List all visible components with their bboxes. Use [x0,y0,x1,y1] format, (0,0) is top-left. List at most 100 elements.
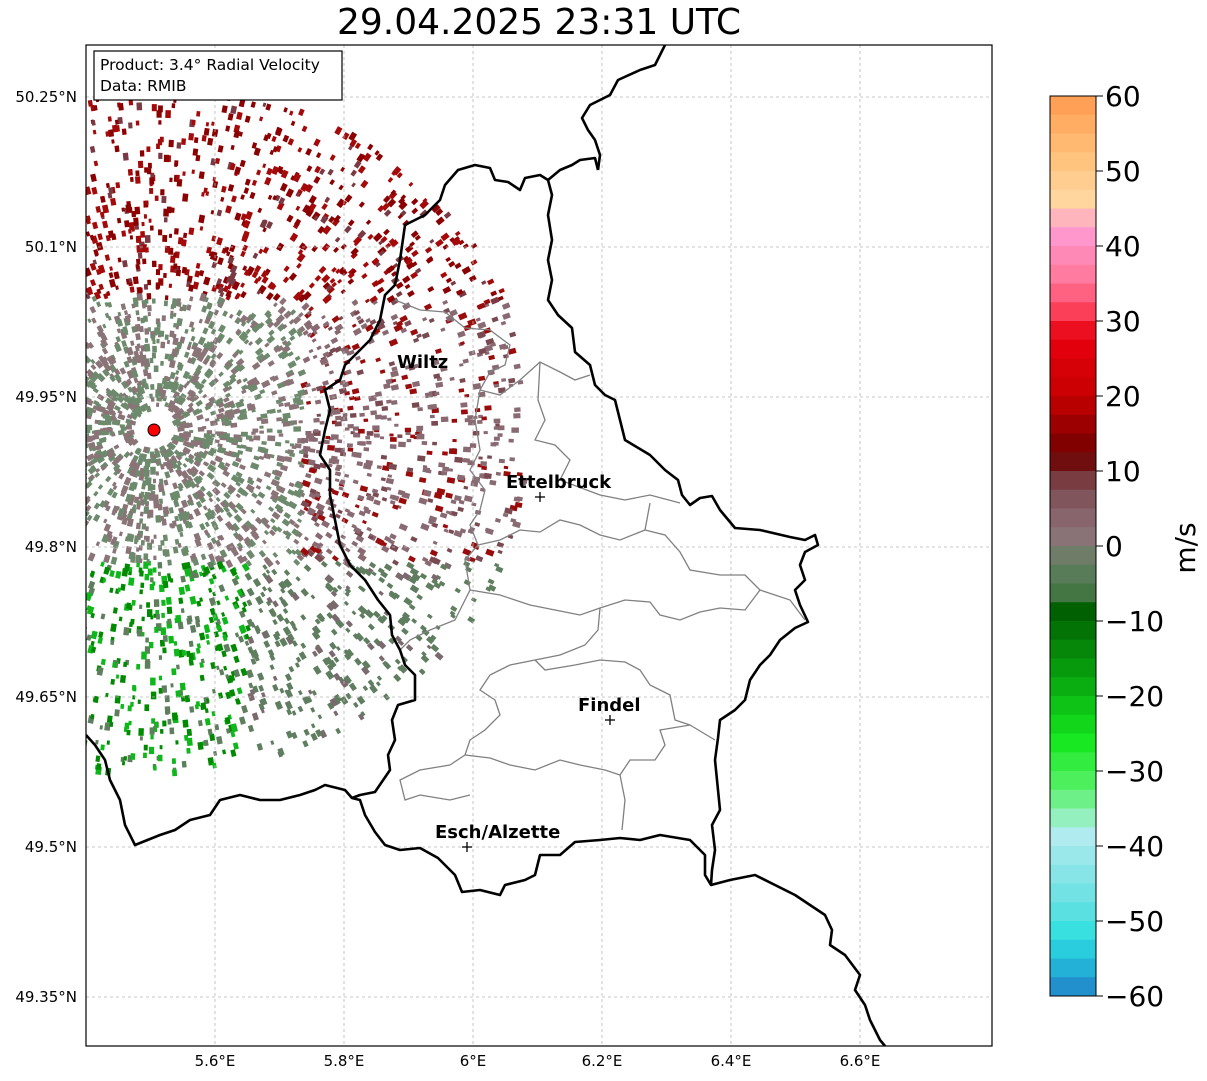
radar-echo-pixel [330,337,339,345]
radar-echo-pixel [274,559,281,566]
radar-echo-pixel [204,511,213,521]
radar-echo-pixel [393,673,402,683]
radar-echo-pixel [168,233,173,239]
radar-echo-pixel [168,359,176,369]
radar-echo-pixel [440,271,448,279]
radar-echo-pixel [490,342,497,348]
radar-echo-pixel [274,194,281,202]
radar-echo-pixel [277,429,283,434]
radar-echo-pixel [121,568,129,577]
colorbar-band [1050,114,1096,134]
radar-echo-pixel [191,119,196,126]
radar-echo-pixel [146,293,152,300]
radar-echo-pixel [383,383,391,390]
radar-echo-pixel [204,718,211,726]
radar-echo-pixel [164,353,170,360]
radar-echo-pixel [391,378,397,383]
radar-echo-pixel [387,198,397,208]
radar-echo-pixel [472,430,480,436]
radar-echo-pixel [181,760,187,768]
radar-echo-pixel [160,360,164,366]
radar-echo-pixel [179,306,184,312]
radar-echo-pixel [449,309,458,317]
radar-echo-pixel [209,733,216,742]
radar-echo-pixel [325,435,331,440]
ettelbruck-marker [535,492,545,502]
radar-echo-pixel [251,492,258,499]
radar-echo-pixel [188,284,195,292]
radar-echo-pixel [325,574,335,584]
radar-echo-pixel [393,262,399,268]
radar-echo-pixel [121,230,127,237]
radar-echo-pixel [468,274,477,282]
radar-echo-pixel [431,573,440,582]
radar-echo-pixel [132,356,139,364]
radar-echo-pixel [227,262,234,270]
radar-echo-pixel [157,503,163,511]
radar-echo-pixel [344,427,350,431]
radar-echo-pixel [242,230,250,240]
radar-echo-pixel [163,217,168,223]
radar-echo-pixel [380,570,389,579]
radar-echo-pixel [95,454,103,460]
radar-echo-pixel [136,343,141,349]
radar-echo-pixel [111,481,117,487]
radar-echo-pixel [238,349,244,355]
radar-echo-pixel [256,275,262,282]
radar-echo-pixel [271,511,281,520]
radar-echo-pixel [196,600,202,607]
radar-echo-pixel [105,557,110,563]
radar-echo-pixel [180,469,190,480]
radar-echo-pixel [223,643,231,653]
radar-echo-pixel [297,705,304,713]
radar-echo-pixel [397,639,405,647]
radar-echo-pixel [303,506,309,512]
radar-echo-pixel [186,747,191,754]
radar-echo-pixel [367,143,374,151]
lon-tick: 6.4°E [711,1052,752,1070]
radar-echo-pixel [454,587,461,594]
radar-echo-pixel [156,338,160,344]
radar-echo-pixel [423,303,433,311]
radar-echo-pixel [329,278,336,284]
radar-echo-pixel [146,146,151,152]
radar-echo-pixel [223,665,228,671]
radar-echo-pixel [300,588,309,597]
radar-echo-pixel [366,526,372,532]
radar-echo-pixel [239,314,249,324]
radar-echo-pixel [389,494,397,501]
radar-echo-pixel [302,445,311,452]
radar-echo-pixel [460,402,468,408]
radar-echo-pixel [258,455,265,460]
radar-echo-pixel [493,436,500,441]
radar-echo-pixel [86,435,95,442]
radar-echo-pixel [210,353,217,360]
radar-echo-pixel [388,238,395,245]
radar-echo-pixel [137,699,141,704]
radar-echo-pixel [93,104,98,111]
radar-echo-pixel [484,527,491,533]
radar-echo-pixel [311,650,318,657]
radar-echo-pixel [448,529,455,535]
radar-echo-pixel [341,347,350,355]
radar-echo-pixel [115,674,120,679]
radar-echo-pixel [458,239,465,246]
radar-echo-pixel [386,486,392,491]
radar-echo-pixel [91,295,97,302]
radar-echo-pixel [169,727,175,735]
radar-echo-pixel [321,314,326,320]
city-label-esch-alzette: Esch/Alzette [435,822,560,843]
radar-echo-pixel [195,262,201,269]
radar-echo-pixel [336,439,343,444]
radar-echo-pixel [432,540,438,545]
radar-echo-pixel [260,697,268,706]
radar-echo-pixel [287,633,295,642]
radar-echo-pixel [267,281,276,290]
radar-echo-pixel [206,246,213,254]
radar-echo-pixel [166,606,173,615]
radar-echo-pixel [481,280,487,286]
map-frame [85,44,993,1047]
radar-echo-pixel [305,323,313,331]
radar-echo-pixel [424,246,433,254]
radar-echo-pixel [303,728,310,736]
